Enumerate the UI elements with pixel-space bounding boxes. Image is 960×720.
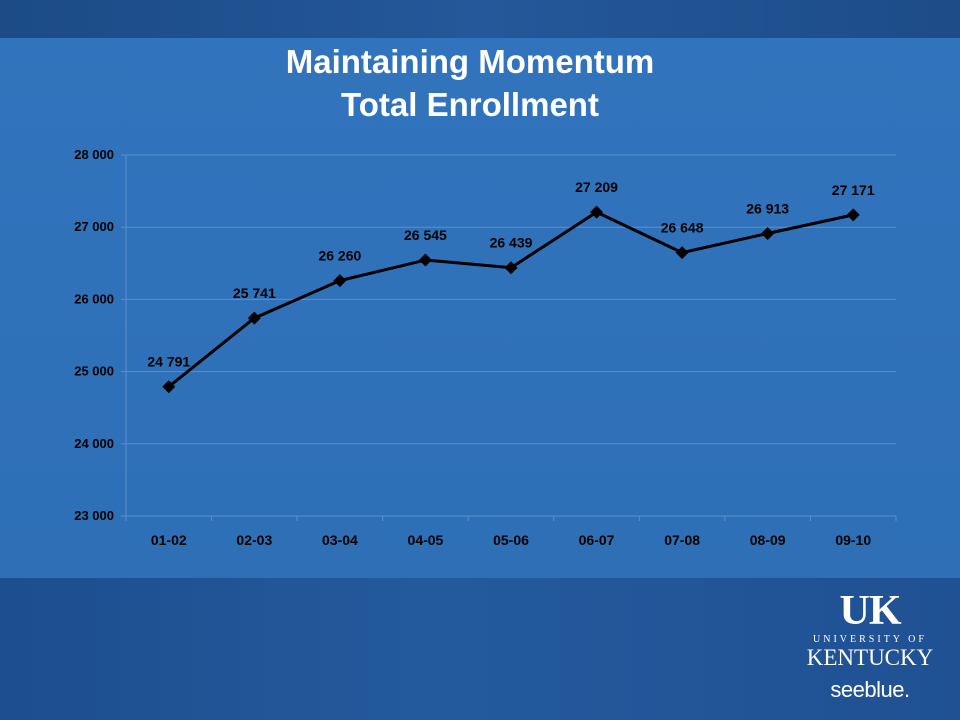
uk-logo: UK UNIVERSITY OF KENTUCKY seeblue. xyxy=(795,590,945,705)
y-tick-label: 26 000 xyxy=(74,291,114,306)
data-label-02-03: 25 741 xyxy=(233,285,276,301)
data-label-01-02: 24 791 xyxy=(147,354,190,370)
data-point-09-10 xyxy=(846,208,860,222)
x-tick-label: 05-06 xyxy=(493,532,529,548)
data-point-02-03 xyxy=(247,311,261,325)
uk-logo-name: KENTUCKY xyxy=(806,645,934,670)
data-label-07-08: 26 648 xyxy=(661,220,704,236)
y-tick-label: 25 000 xyxy=(74,364,114,379)
data-point-06-07 xyxy=(590,205,604,219)
x-tick-label: 02-03 xyxy=(236,532,272,548)
data-label-09-10: 27 171 xyxy=(832,182,875,198)
axes: 23 000 24 000 25 000 26 000 27 000 28 000 01-0… xyxy=(74,147,897,548)
y-tick-label: 24 000 xyxy=(74,436,114,451)
data-point-07-08 xyxy=(675,246,689,260)
data-label-08-09: 26 913 xyxy=(746,200,789,216)
x-tick-label: 06-07 xyxy=(579,532,615,548)
title-line-1: Maintaining Momentum xyxy=(285,43,655,80)
data-label-05-06: 26 439 xyxy=(490,235,533,251)
data-label-06-07: 27 209 xyxy=(575,179,618,195)
main-panel xyxy=(0,38,960,578)
data-labels: 24 791 25 741 26 260 26 545 26 439 27 209 26 6… xyxy=(147,179,874,370)
data-label-03-04: 26 260 xyxy=(318,248,361,264)
title-line-2: Total Enrollment xyxy=(341,86,599,123)
slide-title: Maintaining Momentum Total Enrollment xyxy=(0,40,940,126)
x-tick-label: 04-05 xyxy=(408,532,444,548)
uk-logo-mark: UK xyxy=(839,588,902,634)
x-tick-label: 09-10 xyxy=(835,532,871,548)
uk-logo-university: UNIVERSITY OF xyxy=(813,634,927,645)
data-label-04-05: 26 545 xyxy=(404,227,447,243)
y-tick-label: 27 000 xyxy=(74,219,114,234)
data-point-03-04 xyxy=(333,274,347,288)
y-tick-label: 28 000 xyxy=(74,147,114,162)
x-tick-label: 07-08 xyxy=(664,532,700,548)
y-tick-label: 23 000 xyxy=(74,508,114,523)
x-tick-label: 01-02 xyxy=(151,532,187,548)
x-tick-label: 08-09 xyxy=(750,532,786,548)
series-enrollment xyxy=(162,205,860,394)
data-point-04-05 xyxy=(418,253,432,267)
data-point-08-09 xyxy=(761,226,775,240)
top-band xyxy=(0,0,960,38)
bottom-band xyxy=(0,578,960,720)
x-tick-label: 03-04 xyxy=(322,532,358,548)
data-point-01-02 xyxy=(162,380,176,394)
data-point-05-06 xyxy=(504,261,518,275)
uk-logo-tagline: seeblue. xyxy=(830,677,910,702)
